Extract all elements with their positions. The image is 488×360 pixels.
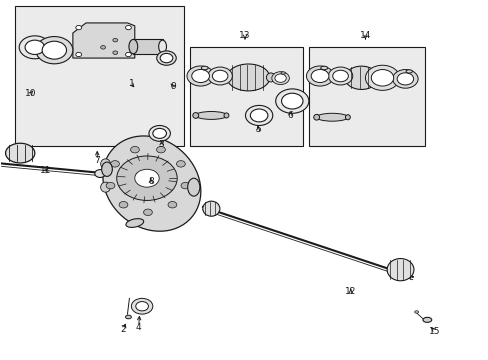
Circle shape [135,169,159,187]
Ellipse shape [125,315,131,319]
Text: 6: 6 [287,111,293,120]
Circle shape [153,129,166,138]
Circle shape [181,183,189,189]
Circle shape [131,298,153,314]
Bar [308,47,424,146]
Ellipse shape [195,112,227,120]
Circle shape [42,41,66,59]
Circle shape [207,67,232,85]
Ellipse shape [187,178,200,196]
Circle shape [245,105,272,126]
Text: 5: 5 [255,125,261,134]
Circle shape [271,72,289,85]
Circle shape [156,147,165,153]
Text: 11: 11 [40,166,51,175]
Text: 8: 8 [148,176,153,185]
Circle shape [117,156,177,201]
Text: 4: 4 [136,323,141,332]
Circle shape [113,39,118,42]
Text: 14: 14 [359,31,370,40]
Ellipse shape [136,173,143,177]
Bar [189,47,303,146]
Circle shape [76,52,81,57]
Ellipse shape [102,162,112,176]
Ellipse shape [386,258,413,281]
Ellipse shape [192,113,198,118]
Text: 10: 10 [25,89,37,98]
Text: 13: 13 [239,31,250,40]
Text: 12: 12 [345,287,356,296]
Circle shape [365,65,399,90]
Ellipse shape [422,318,431,322]
Circle shape [125,52,131,57]
Circle shape [136,302,148,311]
Circle shape [176,161,185,167]
Circle shape [119,202,128,208]
Ellipse shape [414,311,418,313]
Circle shape [19,36,50,59]
Ellipse shape [320,66,327,70]
Circle shape [212,70,227,82]
Ellipse shape [125,219,143,228]
Ellipse shape [344,66,377,89]
Circle shape [130,147,139,153]
Ellipse shape [281,72,285,74]
Circle shape [113,51,118,54]
Circle shape [101,45,105,49]
Circle shape [281,93,303,109]
Ellipse shape [203,201,220,216]
Circle shape [160,53,172,63]
Ellipse shape [102,136,201,231]
Polygon shape [73,23,135,58]
Ellipse shape [95,170,105,177]
Circle shape [25,40,44,54]
Circle shape [332,70,347,82]
Circle shape [250,109,267,122]
Bar [15,6,183,146]
Circle shape [168,202,177,208]
Circle shape [149,126,170,141]
Text: 1: 1 [128,80,134,89]
Bar [133,40,162,54]
Text: 2: 2 [121,325,126,334]
Ellipse shape [201,66,208,70]
Circle shape [306,66,333,86]
Ellipse shape [5,143,35,163]
Circle shape [157,51,176,65]
Ellipse shape [101,182,110,192]
Ellipse shape [129,40,138,54]
Ellipse shape [405,70,411,73]
Text: 3: 3 [159,140,164,149]
Ellipse shape [224,113,228,118]
Text: 15: 15 [428,327,440,336]
Circle shape [36,37,73,64]
Circle shape [274,74,285,82]
Circle shape [106,183,115,189]
Ellipse shape [316,113,347,121]
Circle shape [110,161,119,167]
Ellipse shape [345,115,349,120]
Circle shape [275,89,308,113]
Circle shape [143,209,152,216]
Circle shape [328,67,352,85]
Circle shape [76,26,81,30]
Circle shape [191,69,209,82]
Circle shape [392,69,417,88]
Text: 7: 7 [94,156,100,165]
Text: 9: 9 [170,82,175,91]
Ellipse shape [266,73,275,82]
Circle shape [370,69,393,86]
Circle shape [396,73,413,85]
Ellipse shape [226,64,269,91]
Ellipse shape [158,40,166,53]
Circle shape [310,69,328,82]
Circle shape [186,66,214,86]
Ellipse shape [101,159,110,169]
Ellipse shape [313,114,319,120]
Circle shape [125,26,131,30]
